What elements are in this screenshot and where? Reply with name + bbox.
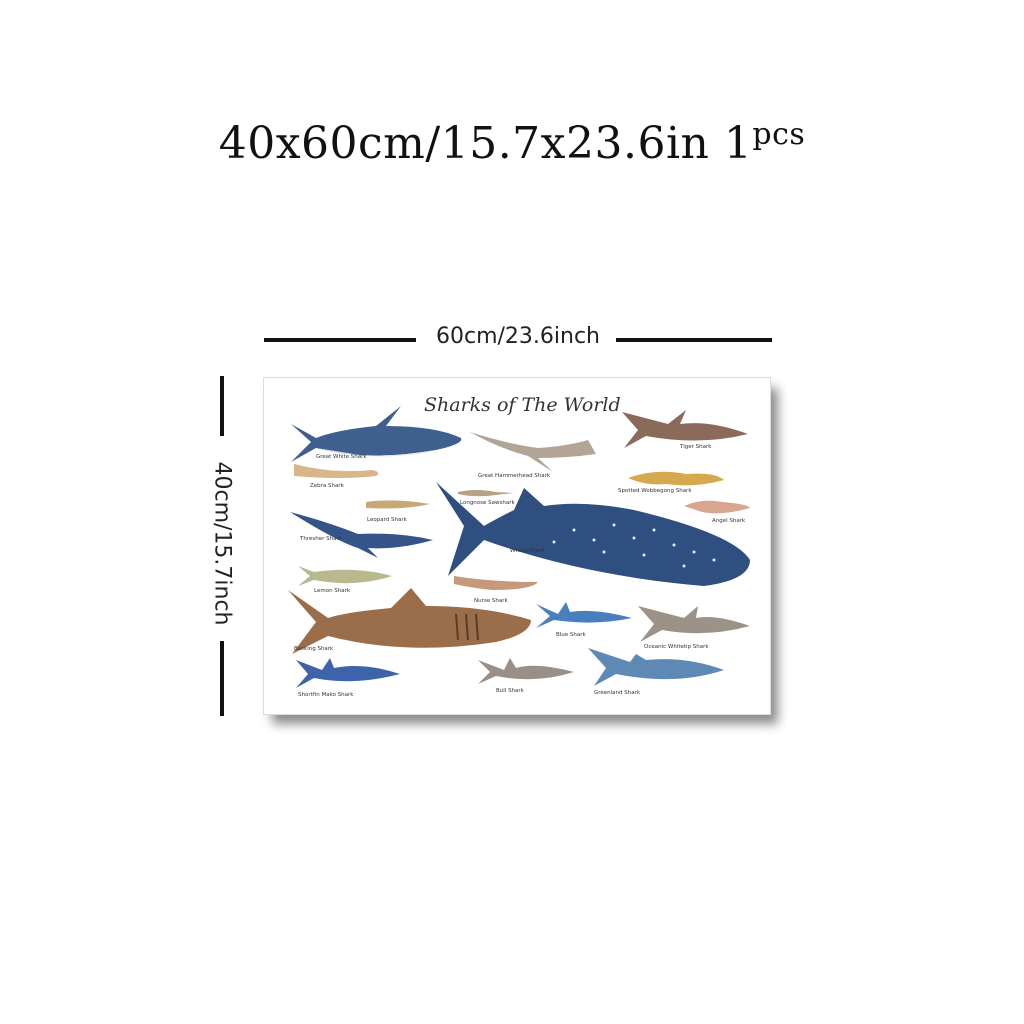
basking-shark-illustration — [288, 588, 531, 654]
nurse-shark-illustration — [454, 576, 538, 590]
height-line-bottom — [220, 641, 224, 716]
blue-shark-illustration — [536, 602, 632, 628]
shark-label-17: Greenland Shark — [594, 690, 641, 696]
thresher-shark-illustration — [290, 512, 433, 558]
shark-label-13: Tiger Shark — [680, 444, 712, 450]
lemon-shark-illustration — [298, 566, 392, 586]
shark-label-7: Great Hammerhead Shark — [478, 473, 551, 479]
width-line-right — [616, 338, 772, 342]
quantity-unit: pcs — [752, 117, 806, 152]
poster-title: Sharks of The World — [424, 394, 621, 416]
shark-label-6: Shortfin Mako Shark — [298, 692, 354, 698]
shark-label-9: Whale Shark — [510, 548, 545, 554]
height-label: 40cm/15.7inch — [209, 461, 235, 626]
shark-label-12: Bull Shark — [496, 688, 524, 694]
shark-label-16: Oceanic Whitetip Shark — [644, 644, 709, 650]
shortfin-mako-shark-illustration — [296, 658, 400, 688]
quantity-number: 1 — [723, 118, 753, 169]
oceanic-whitetip-shark-illustration — [638, 606, 750, 642]
height-dimension: 40cm/15.7inch — [205, 376, 239, 716]
bull-shark-illustration — [478, 658, 574, 684]
width-line-left — [264, 338, 416, 342]
tiger-shark-illustration — [622, 410, 748, 448]
shark-label-10: Nurse Shark — [474, 598, 508, 604]
shark-label-5: Basking Shark — [294, 646, 334, 652]
angel-shark-illustration — [684, 500, 750, 514]
size-text: 40x60cm/15.7x23.6in — [218, 118, 710, 169]
leopard-shark-illustration — [366, 500, 430, 509]
shark-label-4: Lemon Shark — [314, 588, 351, 594]
poster-canvas: Sharks of The World Great White Shark Ze… — [263, 377, 771, 715]
width-dimension: 60cm/23.6inch — [264, 324, 772, 354]
shark-label-0: Great White Shark — [316, 454, 367, 460]
shark-label-3: Thresher Shark — [300, 536, 342, 542]
shark-label-2: Leopard Shark — [367, 517, 407, 523]
shark-label-15: Angel Shark — [712, 518, 746, 524]
longnose-sawshark-illustration — [458, 490, 514, 497]
shark-label-14: Spotted Wobbegong Shark — [618, 488, 692, 494]
greenland-shark-illustration — [588, 648, 724, 686]
shark-label-1: Zebra Shark — [310, 483, 344, 489]
width-label: 60cm/23.6inch — [435, 324, 600, 349]
great-white-shark-illustration — [291, 406, 462, 462]
shark-label-8: Longnose Sawshark — [460, 500, 515, 506]
size-headline: 40x60cm/15.7x23.6in 1pcs — [0, 117, 1024, 169]
great-hammerhead-shark-illustration — [470, 432, 596, 472]
whale-shark-illustration — [436, 482, 750, 586]
zebra-shark-illustration — [294, 464, 379, 478]
height-line-top — [220, 376, 224, 436]
spotted-wobbegong-shark-illustration — [628, 471, 724, 486]
shark-label-11: Blue Shark — [556, 632, 586, 638]
